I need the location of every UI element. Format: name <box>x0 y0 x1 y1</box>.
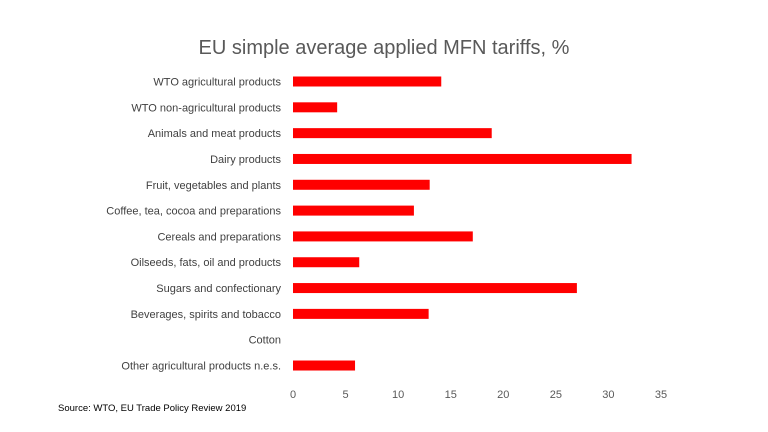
category-label: WTO agricultural products <box>153 77 281 89</box>
category-label: Beverages, spirits and tobacco <box>131 309 281 321</box>
bar <box>293 231 473 242</box>
bar <box>293 102 338 113</box>
bar <box>293 128 492 139</box>
bar <box>293 179 430 190</box>
category-label: Cotton <box>249 335 281 347</box>
x-tick-label: 25 <box>550 389 562 401</box>
x-tick-label: 0 <box>290 389 296 401</box>
source-note: Source: WTO, EU Trade Policy Review 2019 <box>58 403 246 414</box>
category-label: Coffee, tea, cocoa and preparations <box>106 206 281 218</box>
category-labels: WTO agricultural products WTO non-agricul… <box>106 77 281 373</box>
x-tick-label: 35 <box>655 389 667 401</box>
bar <box>293 76 442 87</box>
bar <box>293 283 577 294</box>
x-tick-label: 20 <box>497 389 509 401</box>
bars <box>293 76 632 371</box>
x-tick-label: 30 <box>602 389 614 401</box>
bar <box>293 257 360 268</box>
category-label: Dairy products <box>210 154 281 166</box>
bar <box>293 205 414 216</box>
category-label: Oilseeds, fats, oil and products <box>131 257 282 269</box>
bar <box>293 308 429 319</box>
category-label: WTO non-agricultural products <box>131 102 281 114</box>
x-tick-label: 10 <box>392 389 404 401</box>
x-tick-label: 5 <box>343 389 349 401</box>
category-label: Other agricultural products n.e.s. <box>121 361 281 373</box>
category-label: Fruit, vegetables and plants <box>146 180 282 192</box>
category-label: Animals and meat products <box>148 128 282 140</box>
x-axis-ticks: 0 5 10 15 20 25 30 35 <box>290 389 667 401</box>
category-label: Sugars and confectionary <box>156 283 281 295</box>
chart-title: EU simple average applied MFN tariffs, % <box>199 37 570 59</box>
bar <box>293 360 356 371</box>
x-tick-label: 15 <box>445 389 457 401</box>
bar <box>293 153 632 164</box>
category-label: Cereals and preparations <box>157 231 281 243</box>
